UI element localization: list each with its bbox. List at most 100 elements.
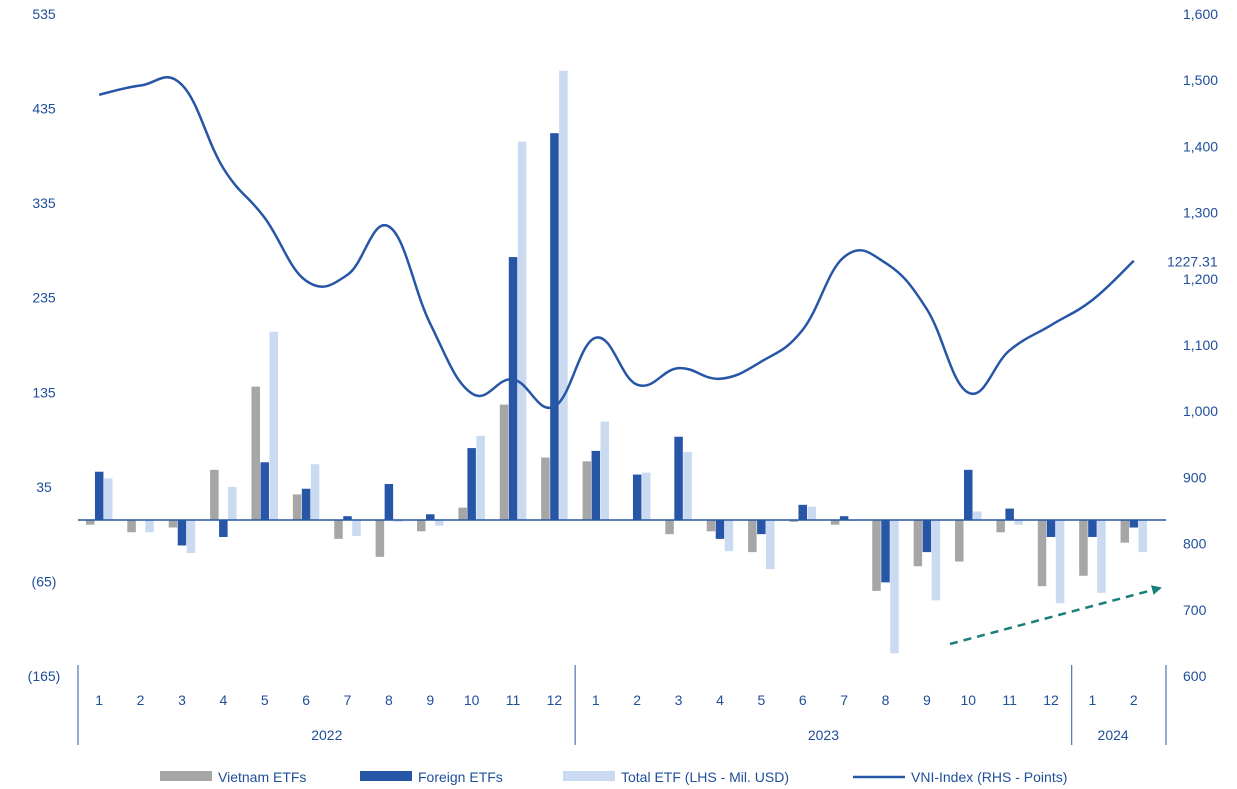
bar-total-etf-lhs-mil-usd (559, 70, 568, 520)
trend-arrow (949, 585, 1162, 646)
legend-label: Total ETF (LHS - Mil. USD) (621, 769, 789, 785)
bar-foreign-etfs (964, 469, 973, 520)
right-tick-label: 900 (1183, 469, 1207, 485)
x-month-label: 8 (882, 692, 890, 708)
bar-foreign-etfs (715, 519, 725, 539)
x-month-label: 1 (592, 692, 600, 708)
legend-label: VNI-Index (RHS - Points) (911, 769, 1067, 785)
bar-vietnam-etfs (458, 507, 467, 520)
bar-vietnam-etfs (541, 457, 550, 520)
bar-vietnam-etfs (789, 519, 798, 522)
left-tick-label: (165) (28, 668, 61, 684)
bar-foreign-etfs (426, 514, 435, 520)
right-tick-label: 700 (1183, 602, 1207, 618)
bar-total-etf-lhs-mil-usd (517, 141, 527, 520)
bar-total-etf-lhs-mil-usd (973, 511, 982, 520)
x-month-label: 10 (960, 692, 976, 708)
x-month-label: 6 (799, 692, 807, 708)
bar-foreign-etfs (1005, 508, 1014, 520)
bar-total-etf-lhs-mil-usd (435, 519, 444, 526)
x-month-label: 7 (840, 692, 848, 708)
legend-swatch (160, 771, 212, 781)
bar-vietnam-etfs (499, 404, 509, 520)
x-month-label: 12 (1043, 692, 1059, 708)
bar-total-etf-lhs-mil-usd (476, 435, 485, 520)
x-year-label: 2024 (1098, 727, 1129, 743)
x-month-label: 6 (302, 692, 310, 708)
x-month-label: 9 (426, 692, 434, 708)
bar-total-etf-lhs-mil-usd (931, 519, 941, 601)
x-month-label: 2 (633, 692, 641, 708)
bar-total-etf-lhs-mil-usd (352, 519, 361, 537)
left-tick-label: 235 (32, 290, 56, 306)
x-month-label: 1 (1089, 692, 1097, 708)
bar-total-etf-lhs-mil-usd (103, 478, 113, 520)
bar-total-etf-lhs-mil-usd (1097, 519, 1106, 593)
bar-foreign-etfs (467, 448, 476, 520)
bar-foreign-etfs (1129, 519, 1139, 528)
bar-total-etf-lhs-mil-usd (641, 472, 651, 520)
x-month-label: 11 (1002, 692, 1017, 708)
bar-vietnam-etfs (292, 494, 302, 520)
bar-foreign-etfs (384, 484, 394, 520)
bar-foreign-etfs (550, 133, 559, 520)
x-month-label: 3 (675, 692, 683, 708)
x-month-label: 3 (178, 692, 186, 708)
bar-foreign-etfs (922, 519, 932, 553)
x-month-label: 5 (261, 692, 269, 708)
bar-vietnam-etfs (168, 519, 178, 528)
x-month-label: 7 (344, 692, 352, 708)
right-tick-label: 1,000 (1183, 403, 1218, 419)
bar-foreign-etfs (1046, 519, 1056, 537)
right-tick-label: 600 (1183, 668, 1207, 684)
bar-foreign-etfs (798, 504, 807, 520)
left-tick-label: 35 (36, 479, 52, 495)
x-year-label: 2023 (808, 727, 839, 743)
bar-total-etf-lhs-mil-usd (186, 519, 196, 554)
x-year-label: 2022 (311, 727, 342, 743)
trend-annotation (949, 585, 1162, 646)
bar-vietnam-etfs (127, 519, 136, 533)
bar-vietnam-etfs (913, 519, 923, 567)
right-tick-label: 1,100 (1183, 337, 1218, 353)
bar-foreign-etfs (632, 474, 642, 520)
bar-foreign-etfs (757, 519, 766, 535)
bar-total-etf-lhs-mil-usd (393, 519, 403, 522)
bar-foreign-etfs (881, 519, 890, 583)
x-month-label: 1 (95, 692, 103, 708)
bar-total-etf-lhs-mil-usd (890, 519, 899, 654)
bar-vietnam-etfs (417, 519, 426, 532)
bar-vietnam-etfs (1037, 519, 1047, 587)
x-month-label: 5 (757, 692, 765, 708)
bar-total-etf-lhs-mil-usd (766, 519, 775, 570)
bar-total-etf-lhs-mil-usd (1138, 519, 1148, 553)
bar-foreign-etfs (508, 257, 518, 520)
bar-foreign-etfs (591, 450, 601, 520)
bar-foreign-etfs (177, 519, 187, 546)
left-tick-label: 335 (32, 195, 56, 211)
bar-foreign-etfs (674, 436, 683, 520)
bar-vietnam-etfs (582, 461, 592, 520)
bar-total-etf-lhs-mil-usd (1014, 519, 1023, 525)
legend-label: Foreign ETFs (418, 769, 503, 785)
bar-vietnam-etfs (210, 469, 219, 520)
bar-foreign-etfs (94, 471, 104, 520)
bar-vietnam-etfs (748, 519, 757, 553)
bar-vietnam-etfs (996, 519, 1005, 533)
vni-index-line (98, 76, 1135, 410)
left-tick-label: 435 (32, 101, 56, 117)
bar-total-etf-lhs-mil-usd (600, 421, 610, 520)
bar-vietnam-etfs (665, 519, 674, 535)
bar-foreign-etfs (301, 488, 311, 520)
bar-foreign-etfs (1088, 519, 1097, 537)
bar-foreign-etfs (839, 516, 849, 520)
x-month-label: 4 (219, 692, 227, 708)
bars (85, 70, 1148, 654)
bar-total-etf-lhs-mil-usd (269, 331, 278, 520)
left-axis: 535 435 335 235 135 35 (65) (165) (28, 6, 61, 684)
left-tick-label: (65) (32, 573, 57, 589)
bar-vietnam-etfs (85, 519, 95, 525)
legend-swatch (563, 771, 615, 781)
vni-line (98, 76, 1135, 410)
